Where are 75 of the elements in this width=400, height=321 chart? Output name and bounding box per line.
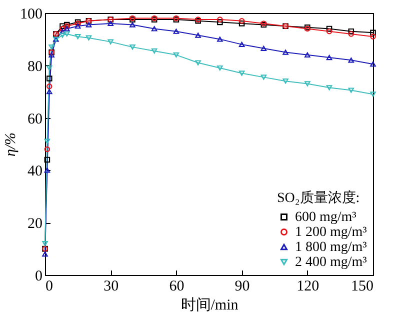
point bbox=[326, 85, 332, 90]
point bbox=[173, 28, 180, 34]
point bbox=[60, 26, 66, 32]
y-axis-title: η/% bbox=[3, 132, 19, 157]
point bbox=[108, 39, 114, 44]
point bbox=[238, 42, 245, 48]
y-tick-label: 60 bbox=[28, 111, 42, 128]
y-tick-label: 40 bbox=[28, 164, 42, 180]
point bbox=[217, 19, 223, 26]
point bbox=[370, 62, 376, 67]
point bbox=[42, 240, 48, 246]
point bbox=[304, 81, 310, 86]
point bbox=[326, 26, 332, 32]
x-tick-label: 150 bbox=[351, 278, 374, 294]
x-axis-title: 时间/min bbox=[180, 296, 239, 314]
point bbox=[46, 76, 52, 82]
point bbox=[64, 31, 70, 37]
point bbox=[348, 88, 354, 93]
point bbox=[44, 146, 50, 152]
point bbox=[64, 26, 70, 32]
point bbox=[282, 50, 288, 55]
legend-label: 1 800 mg/m³ bbox=[295, 240, 367, 255]
point bbox=[44, 156, 50, 163]
point bbox=[260, 74, 267, 80]
point bbox=[86, 35, 92, 40]
point bbox=[46, 89, 52, 94]
point bbox=[48, 44, 54, 50]
point bbox=[260, 46, 267, 51]
point bbox=[238, 18, 245, 24]
point bbox=[151, 48, 158, 54]
point bbox=[217, 16, 223, 22]
x-tick-label: 60 bbox=[169, 278, 184, 294]
point bbox=[326, 28, 332, 34]
point bbox=[348, 28, 354, 34]
legend-label: 600 mg/m³ bbox=[295, 210, 356, 225]
point bbox=[370, 30, 376, 36]
point bbox=[173, 52, 180, 58]
x-tick-label: 120 bbox=[296, 278, 320, 294]
point bbox=[348, 31, 354, 37]
legend-label: 2 400 mg/m³ bbox=[295, 255, 367, 270]
y-tick-label: 80 bbox=[28, 58, 42, 75]
point bbox=[151, 26, 158, 32]
point bbox=[46, 83, 52, 90]
point bbox=[348, 58, 354, 63]
point bbox=[238, 70, 245, 76]
point bbox=[74, 24, 81, 29]
point bbox=[217, 65, 223, 71]
point bbox=[60, 32, 66, 38]
point bbox=[44, 168, 50, 173]
y-tick-label: 100 bbox=[20, 6, 42, 22]
point bbox=[326, 54, 332, 60]
point bbox=[44, 138, 50, 144]
point bbox=[238, 20, 245, 26]
y-tick-label: 0 bbox=[35, 268, 42, 284]
point bbox=[108, 20, 114, 26]
point bbox=[130, 44, 136, 50]
point bbox=[46, 65, 52, 71]
legend-title: SO₂质量浓度: bbox=[277, 190, 360, 206]
point bbox=[48, 52, 54, 58]
point bbox=[60, 23, 66, 29]
point bbox=[86, 22, 92, 28]
point bbox=[370, 92, 376, 97]
x-tick-label: 30 bbox=[104, 278, 119, 294]
point bbox=[74, 34, 81, 40]
legend-label: 1 200 mg/m³ bbox=[295, 225, 367, 240]
point bbox=[195, 60, 201, 66]
x-tick-label: 0 bbox=[46, 278, 53, 294]
point bbox=[282, 78, 288, 84]
y-tick-label: 20 bbox=[28, 216, 42, 232]
point bbox=[130, 22, 136, 28]
point bbox=[195, 32, 201, 38]
x-tick-label: 90 bbox=[234, 278, 250, 294]
point bbox=[217, 36, 223, 42]
point bbox=[42, 251, 48, 257]
point bbox=[304, 52, 310, 58]
